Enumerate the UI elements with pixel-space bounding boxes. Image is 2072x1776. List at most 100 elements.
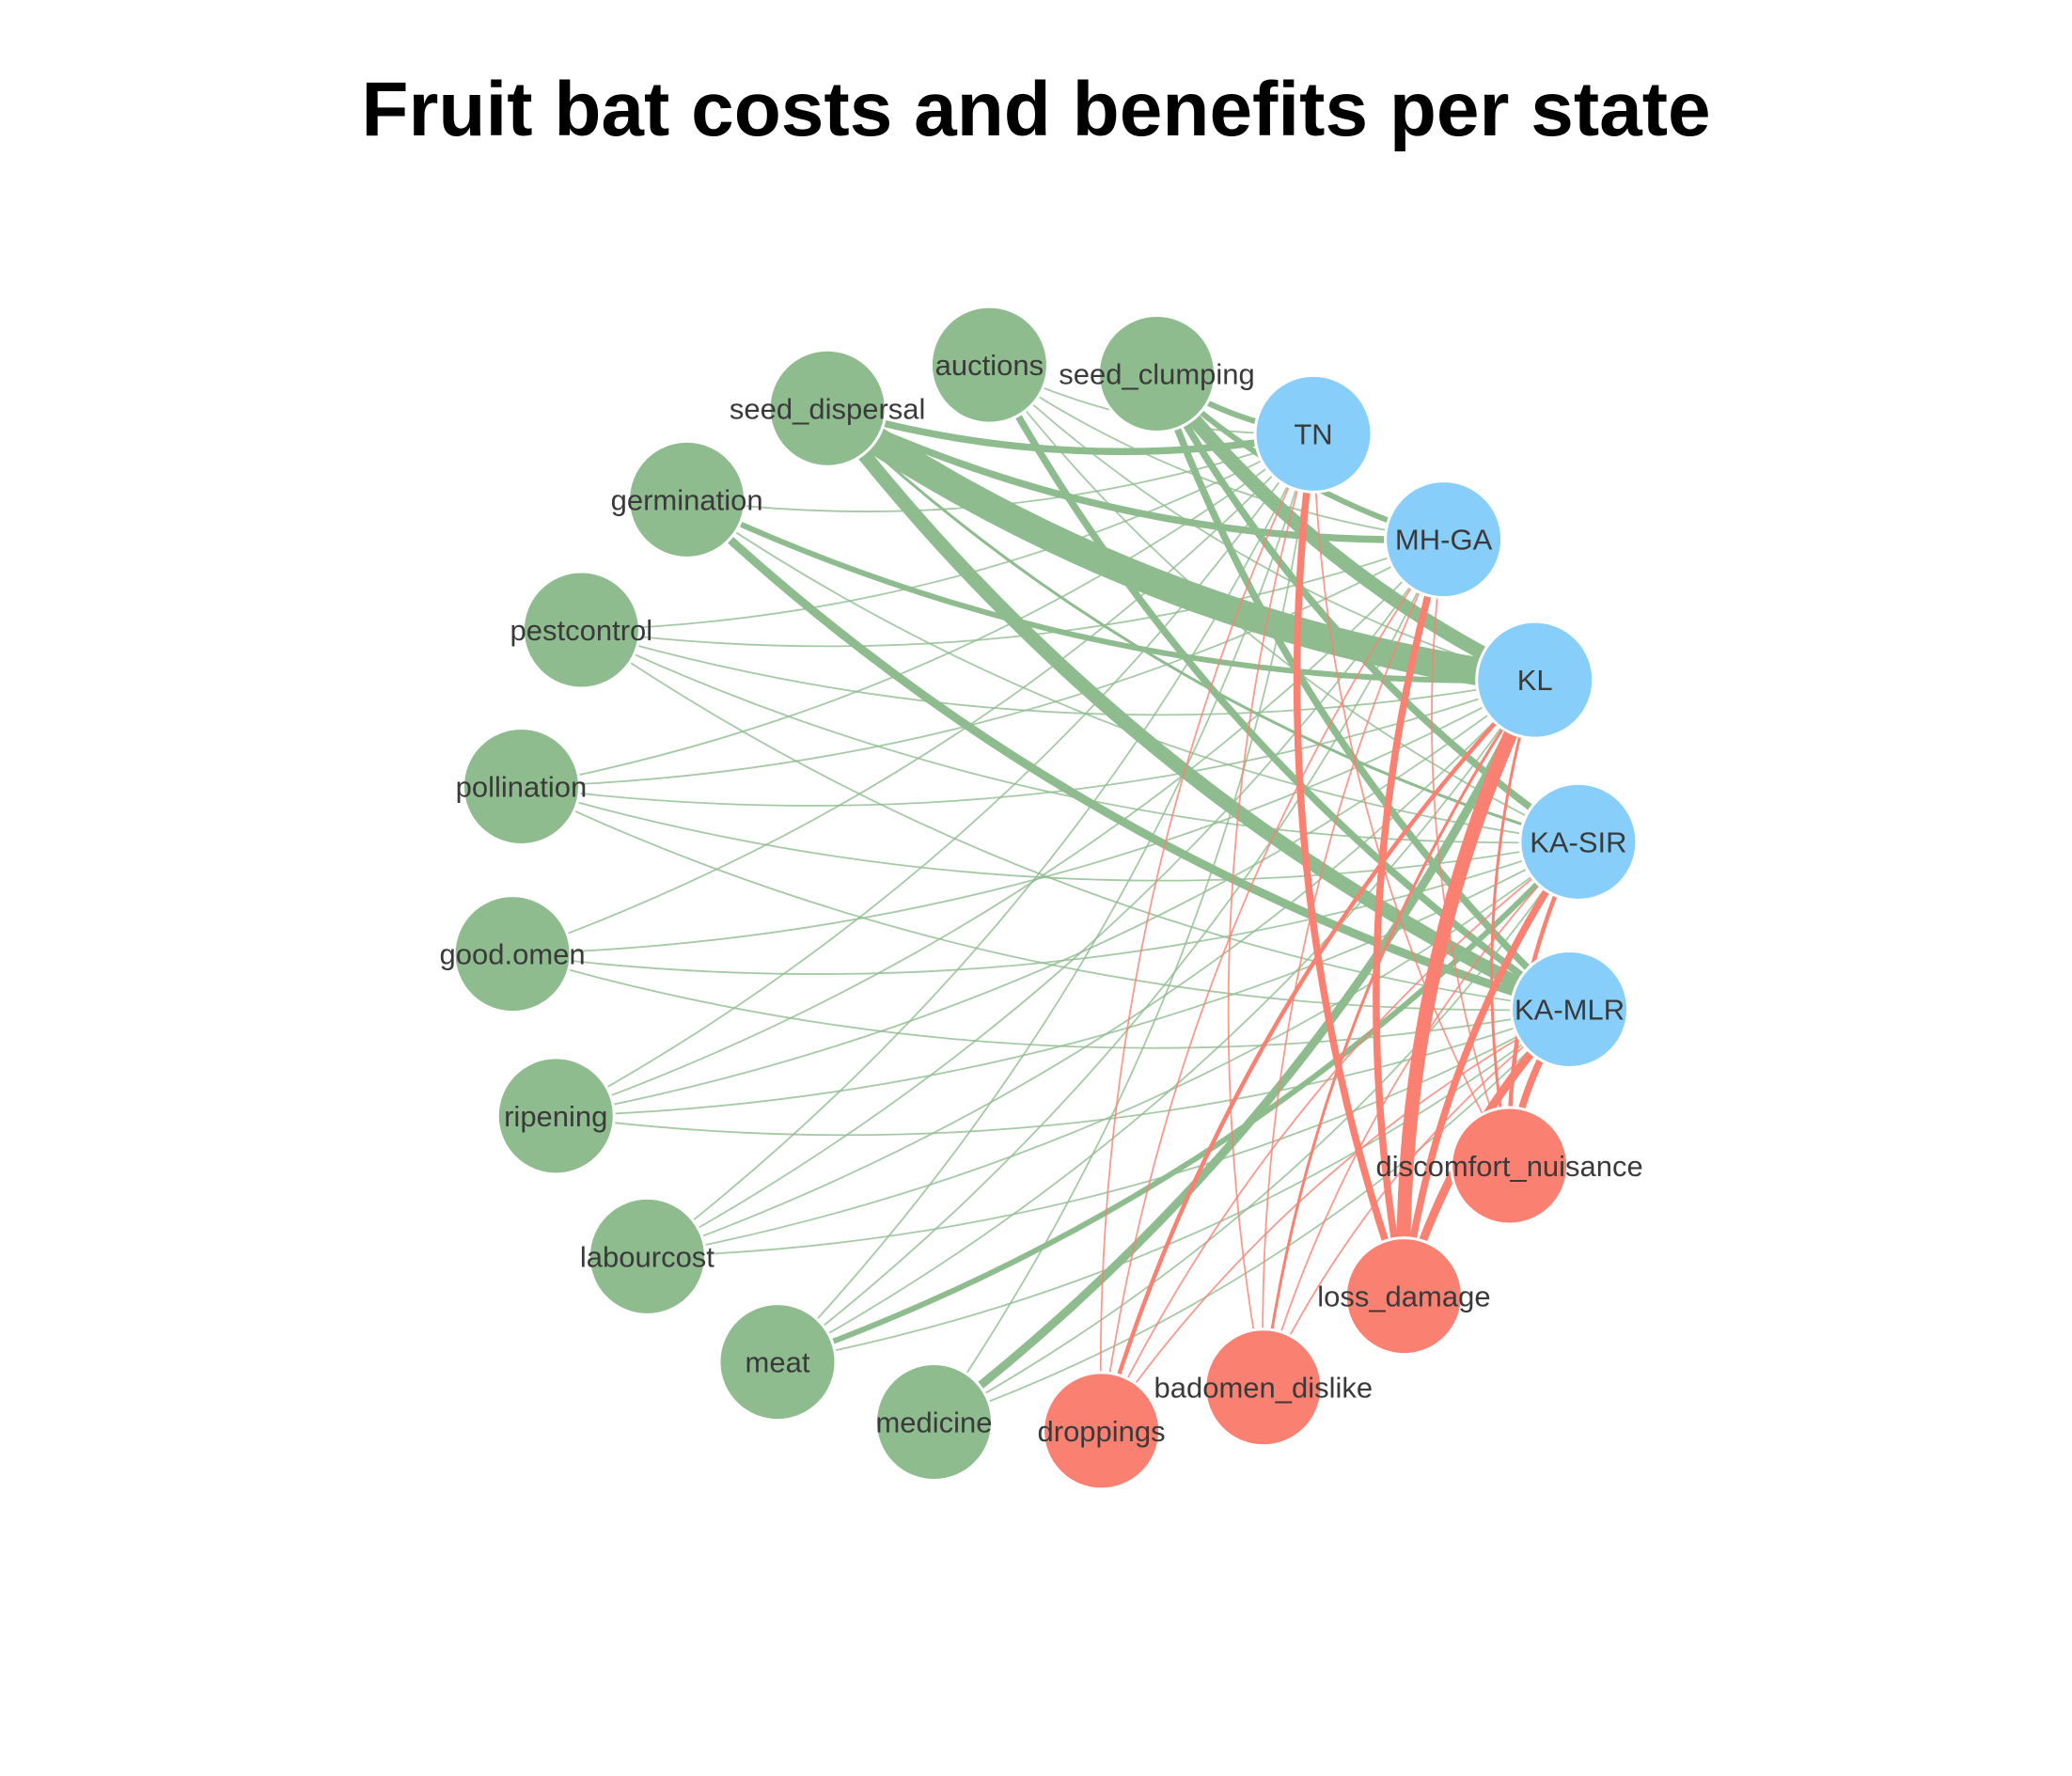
node-medicine: medicine: [873, 1362, 994, 1483]
edge-pestcontrol-KA-MLR: [580, 629, 1571, 1011]
node-circle: [1518, 781, 1639, 902]
node-label: TN: [1294, 417, 1332, 450]
node-circle: [929, 305, 1049, 425]
edge-germination-TN: [685, 432, 1314, 512]
node-label: MH-GA: [1395, 524, 1493, 557]
node-layer: seed_clumping TN MH-GA KL KA-SIR KA-MLR discom…: [440, 305, 1643, 1491]
edge-ripening-KA-SIR: [555, 841, 1579, 1117]
edge-TN-discomfort_nuisance: [1312, 432, 1511, 1167]
node-KL: KL: [1475, 620, 1595, 740]
node-pollination: pollination: [456, 726, 588, 846]
node-circle: [1253, 373, 1373, 494]
node-label: KA-MLR: [1515, 994, 1625, 1027]
node-circle: [521, 570, 641, 690]
edge-meat-KL: [777, 679, 1536, 1363]
edge-pollination-KL: [520, 679, 1536, 807]
node-loss_damage: loss_damage: [1317, 1236, 1491, 1357]
node-label: seed_clumping: [1059, 357, 1255, 390]
edge-KA-MLR-droppings: [1100, 1008, 1571, 1432]
node-discomfort_nuisance: discomfort_nuisance: [1375, 1106, 1643, 1226]
edge-seed_dispersal-MH-GA: [824, 404, 1448, 543]
node-label: ripening: [504, 1100, 607, 1133]
node-circle: [627, 439, 747, 559]
edge-seed_clumping-KL: [1150, 366, 1543, 687]
node-label: medicine: [875, 1407, 992, 1439]
node-label: meat: [746, 1346, 810, 1379]
edge-germination-KA-SIR: [685, 498, 1579, 843]
edge-TN-loss_damage: [1293, 430, 1408, 1300]
node-labourcost: labourcost: [580, 1196, 714, 1316]
node-label: good.omen: [440, 938, 586, 971]
edge-pestcontrol-TN: [580, 432, 1314, 631]
node-label: pollination: [456, 770, 588, 803]
edge-pestcontrol-KL: [580, 629, 1536, 716]
node-circle: [1343, 1236, 1464, 1357]
edge-MH-GA-droppings: [1100, 538, 1445, 1432]
edge-meat-KA-MLR: [777, 1008, 1571, 1363]
edge-meat-MH-GA: [777, 538, 1445, 1363]
edge-KL-droppings: [1099, 677, 1537, 1434]
node-pestcontrol: pestcontrol: [510, 570, 653, 690]
edge-seed_dispersal-KL: [813, 394, 1549, 695]
node-circle: [873, 1362, 994, 1483]
node-circle: [1097, 313, 1217, 433]
edge-pollination-MH-GA: [520, 538, 1445, 788]
edge-germination-KA-MLR: [683, 495, 1575, 1014]
edge-good.omen-KA-SIR: [511, 841, 1579, 975]
node-label: loss_damage: [1317, 1281, 1490, 1313]
chart-title: Fruit bat costs and benefits per state: [361, 67, 1711, 152]
node-KA-SIR: KA-SIR: [1518, 781, 1639, 902]
edge-meat-TN: [777, 432, 1314, 1363]
node-label: labourcost: [580, 1240, 714, 1273]
node-seed_clumping: seed_clumping: [1059, 313, 1255, 433]
node-TN: TN: [1253, 373, 1373, 494]
edge-TN-droppings: [1099, 432, 1314, 1432]
node-badomen_dislike: badomen_dislike: [1154, 1328, 1373, 1448]
node-circle: [452, 894, 573, 1014]
node-label: droppings: [1038, 1415, 1166, 1448]
edge-auctions-KL: [988, 364, 1536, 682]
node-label: germination: [611, 483, 763, 516]
edge-MH-GA-discomfort_nuisance: [1431, 538, 1511, 1167]
edge-labourcost-KA-MLR: [646, 1008, 1571, 1258]
node-circle: [717, 1302, 838, 1422]
edge-MH-GA-badomen_dislike: [1262, 538, 1445, 1389]
node-label: pestcontrol: [510, 614, 653, 647]
edge-pollination-KA-SIR: [520, 785, 1579, 882]
node-label: KA-SIR: [1530, 825, 1626, 858]
edge-KA-MLR-badomen_dislike: [1262, 1008, 1571, 1389]
node-circle: [767, 348, 887, 468]
node-droppings: droppings: [1038, 1371, 1166, 1491]
edge-pollination-KA-MLR: [520, 785, 1571, 1012]
node-circle: [587, 1196, 707, 1316]
edge-KA-SIR-loss_damage: [1400, 838, 1582, 1300]
edge-seed_dispersal-KA-SIR: [825, 406, 1580, 843]
edge-labourcost-MH-GA: [646, 538, 1445, 1258]
edge-ripening-TN: [555, 432, 1314, 1117]
edge-TN-badomen_dislike: [1227, 432, 1314, 1389]
node-circle: [1042, 1371, 1162, 1491]
edge-seed_clumping-KA-SIR: [1153, 369, 1582, 846]
edge-pestcontrol-MH-GA: [580, 538, 1445, 648]
node-auctions: auctions: [929, 305, 1049, 425]
node-label: KL: [1517, 664, 1553, 697]
edge-KA-SIR-droppings: [1100, 841, 1579, 1432]
node-label: badomen_dislike: [1154, 1372, 1373, 1405]
edge-medicine-KA-SIR: [933, 841, 1579, 1423]
edge-good.omen-KA-MLR: [511, 952, 1571, 1049]
edge-ripening-MH-GA: [555, 538, 1445, 1117]
node-label: discomfort_nuisance: [1375, 1150, 1642, 1183]
node-circle: [461, 726, 581, 846]
node-label: seed_dispersal: [730, 392, 926, 425]
edge-ripening-KL: [555, 679, 1536, 1117]
edge-labourcost-TN: [646, 432, 1314, 1258]
edge-good.omen-TN: [511, 432, 1314, 955]
edge-MH-GA-loss_damage: [1373, 535, 1448, 1300]
node-circle: [1510, 950, 1630, 1070]
node-meat: meat: [717, 1302, 838, 1422]
node-circle: [1475, 620, 1595, 740]
node-MH-GA: MH-GA: [1384, 479, 1504, 600]
edge-auctions-MH-GA: [988, 364, 1445, 541]
edge-medicine-TN: [933, 432, 1314, 1423]
